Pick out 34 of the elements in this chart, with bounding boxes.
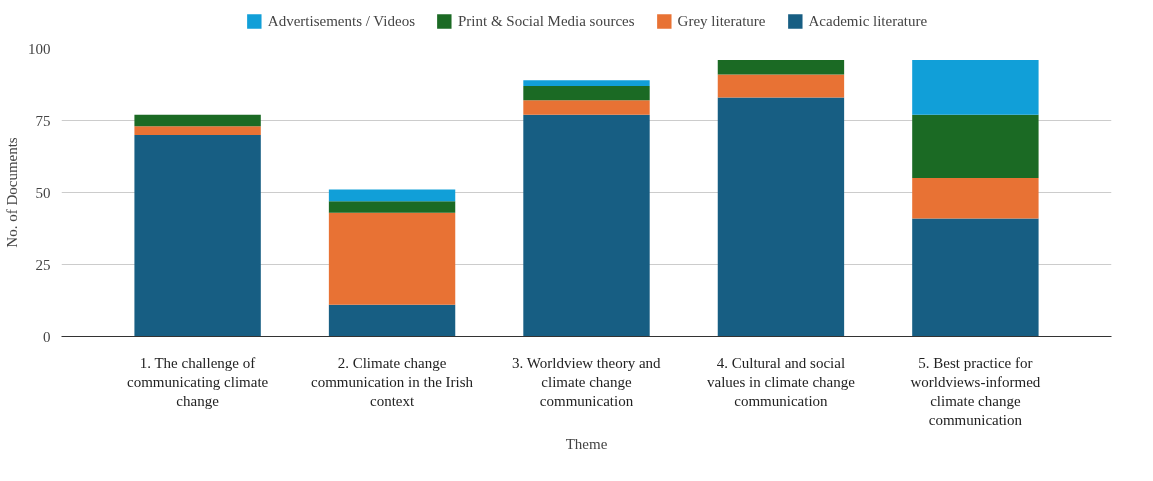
y-tick-label: 50 [35, 184, 51, 201]
y-axis-title: No. of Documents [4, 137, 20, 248]
bar [717, 60, 845, 75]
bar [523, 80, 650, 86]
bar [523, 85, 650, 101]
legend-label: Advertisements / Videos [267, 12, 415, 30]
x-tick-label: 5. Best practice for worldviews-informed climate change communication [910, 354, 1041, 429]
bar [717, 74, 845, 98]
bar [912, 114, 1039, 179]
bar [134, 126, 261, 135]
bar [912, 218, 1039, 337]
bar [912, 178, 1039, 219]
legend-label: Academic literature [808, 12, 928, 30]
bar [328, 212, 456, 305]
x-axis-title: Theme [565, 436, 608, 453]
y-tick-label: 25 [35, 256, 51, 273]
x-tick-label: 2. Climate change communication in the Irish context [311, 354, 474, 409]
bar [134, 134, 261, 337]
bar [717, 97, 845, 337]
bar [328, 189, 456, 202]
x-tick-label: 3. Worldview theory and climate change communication [512, 354, 662, 409]
legend-label: Print & Social Media sources [457, 12, 635, 30]
y-tick-label: 75 [35, 112, 51, 129]
bar [328, 201, 456, 213]
y-tick-label: 100 [28, 40, 51, 57]
x-tick-label: 1. The challenge of communicating climate change [127, 354, 269, 409]
bar [328, 304, 456, 337]
y-tick-label: 0 [43, 328, 51, 345]
x-tick-label: 4. Cultural and social values in climate change communication [707, 354, 856, 409]
legend-label: Grey literature [677, 12, 766, 30]
bar [134, 114, 261, 127]
bar [523, 114, 650, 337]
bar [523, 100, 650, 115]
bar [912, 60, 1039, 115]
